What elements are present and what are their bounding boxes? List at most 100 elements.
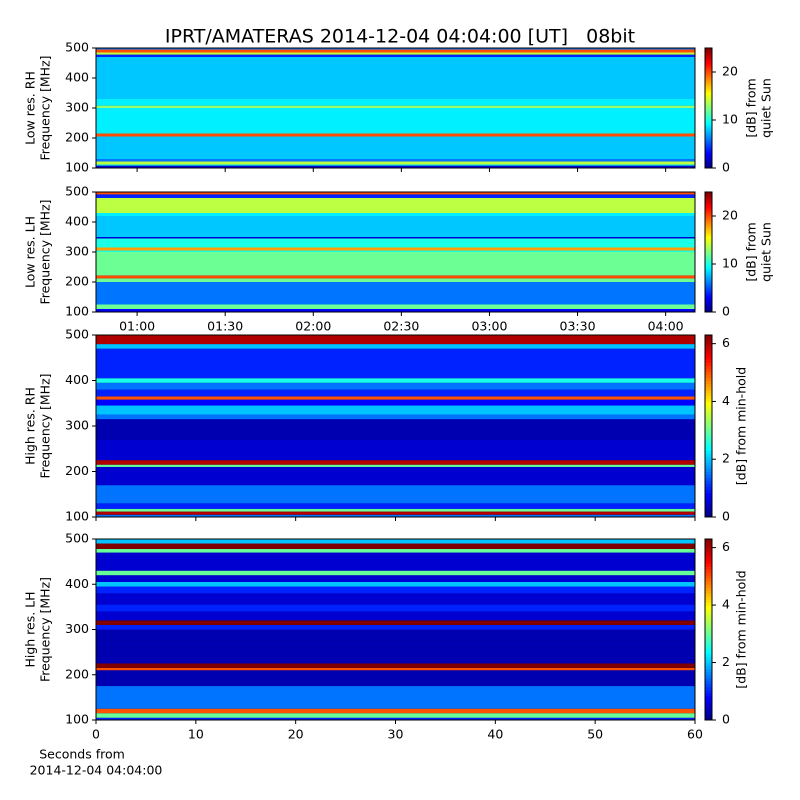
heatmap-band: [96, 247, 695, 251]
colorbar-tick-label: 20: [722, 208, 738, 223]
colorbar-tick-label: 0: [722, 509, 730, 524]
colorbar-cell: [705, 386, 712, 391]
x-tick-label: 40: [487, 727, 503, 742]
heatmap-band: [96, 647, 695, 664]
colorbar-cell: [705, 270, 712, 273]
colorbar-cell: [705, 602, 712, 606]
heatmap-band: [96, 52, 695, 55]
colorbar-cell: [705, 140, 712, 143]
heatmap-band: [96, 713, 695, 718]
colorbar-tick-label: 6: [722, 539, 730, 554]
colorbar-label: quiet Sun: [759, 78, 774, 138]
colorbar-cell: [705, 92, 712, 95]
y-axis-label: Frequency [MHz]: [38, 55, 53, 160]
colorbar-cell: [705, 432, 712, 436]
heatmap-band: [96, 275, 695, 279]
colorbar-cell: [705, 258, 712, 261]
colorbar-cell: [705, 557, 712, 561]
colorbar-cell: [705, 383, 712, 388]
colorbar-cell: [705, 162, 712, 165]
x-tick-label: 02:30: [383, 319, 419, 334]
colorbar-cell: [705, 248, 712, 251]
colorbar-cell: [705, 220, 712, 223]
heatmap-band: [96, 57, 695, 99]
heatmap-band: [96, 460, 695, 465]
y-tick-label: 100: [65, 509, 89, 524]
colorbar-cell: [705, 262, 712, 265]
colorbar-cell: [705, 438, 712, 442]
colorbar-cell: [705, 222, 712, 225]
y-axis-label: Low res. LH: [23, 216, 38, 288]
heatmap-band: [96, 54, 695, 57]
colorbar-cell: [705, 566, 712, 570]
heatmap-band: [96, 238, 695, 248]
colorbar-label: [dB] from min-hold: [734, 570, 749, 688]
colorbar-cell: [705, 68, 712, 71]
colorbar-cell: [705, 341, 712, 345]
x-tick-label: 50: [587, 727, 603, 742]
colorbar-cell: [705, 674, 712, 679]
colorbar-label: [dB] from min-hold: [734, 367, 749, 485]
colorbar-cell: [705, 104, 712, 107]
colorbar-cell: [705, 389, 712, 394]
colorbar-cell: [705, 238, 712, 241]
x-tick-label: 03:00: [471, 319, 507, 334]
colorbar-cell: [705, 623, 712, 627]
heatmap-band: [96, 439, 695, 461]
colorbar-cell: [705, 232, 712, 235]
colorbar-frame: [704, 334, 713, 518]
colorbar-cell: [705, 554, 712, 558]
colorbar-cell: [705, 118, 712, 121]
heatmap-band: [96, 49, 695, 53]
y-tick-label: 100: [65, 712, 89, 727]
colorbar-cell: [705, 632, 712, 637]
colorbar-cell: [705, 106, 712, 109]
colorbar-cell: [705, 629, 712, 634]
colorbar-cell: [705, 701, 712, 706]
colorbar-cell: [705, 148, 712, 151]
colorbar-cell: [705, 122, 712, 125]
colorbar-cell: [705, 226, 712, 229]
colorbar-cell: [705, 474, 712, 479]
heatmap-band: [96, 108, 695, 134]
y-axis-label: High res. LH: [23, 591, 38, 667]
colorbar-cell: [705, 86, 712, 89]
heatmap-band: [96, 548, 695, 553]
heatmap-band: [96, 399, 695, 406]
colorbar-cell: [705, 662, 712, 667]
colorbar-cell: [705, 64, 712, 67]
colorbar-cell: [705, 146, 712, 149]
colorbar-cell: [705, 495, 712, 500]
colorbar-cell: [705, 90, 712, 93]
heatmap-band: [96, 667, 695, 671]
colorbar-cell: [705, 653, 712, 658]
colorbar-cell: [705, 380, 712, 385]
colorbar-cell: [705, 302, 712, 305]
colorbar-cell: [705, 272, 712, 275]
colorbar-cell: [705, 650, 712, 655]
y-tick-label: 200: [65, 130, 89, 145]
y-tick-label: 400: [65, 372, 89, 387]
colorbar-tick-label: 6: [722, 335, 730, 350]
heatmap-band: [96, 640, 695, 648]
colorbar-tick-label: 4: [722, 393, 730, 408]
heatmap-band: [96, 252, 695, 276]
heatmap-band: [96, 105, 695, 108]
colorbar-tick-label: 4: [722, 597, 730, 612]
colorbar-cell: [705, 450, 712, 454]
colorbar-cell: [705, 563, 712, 567]
colorbar-cell: [705, 210, 712, 213]
colorbar-cell: [705, 58, 712, 61]
heatmap-band: [96, 309, 695, 312]
heatmap-band: [96, 543, 695, 549]
heatmap-band: [96, 581, 695, 587]
heatmap-band: [96, 159, 695, 162]
colorbar-cell: [705, 192, 712, 195]
colorbar-cell: [705, 310, 712, 313]
y-axis-label: Low res. RH: [23, 71, 38, 145]
heatmap-band: [96, 624, 695, 630]
heatmap-band: [96, 511, 695, 515]
colorbar-cell: [705, 216, 712, 219]
colorbar-cell: [705, 350, 712, 354]
colorbar-tick-label: 0: [722, 304, 730, 319]
